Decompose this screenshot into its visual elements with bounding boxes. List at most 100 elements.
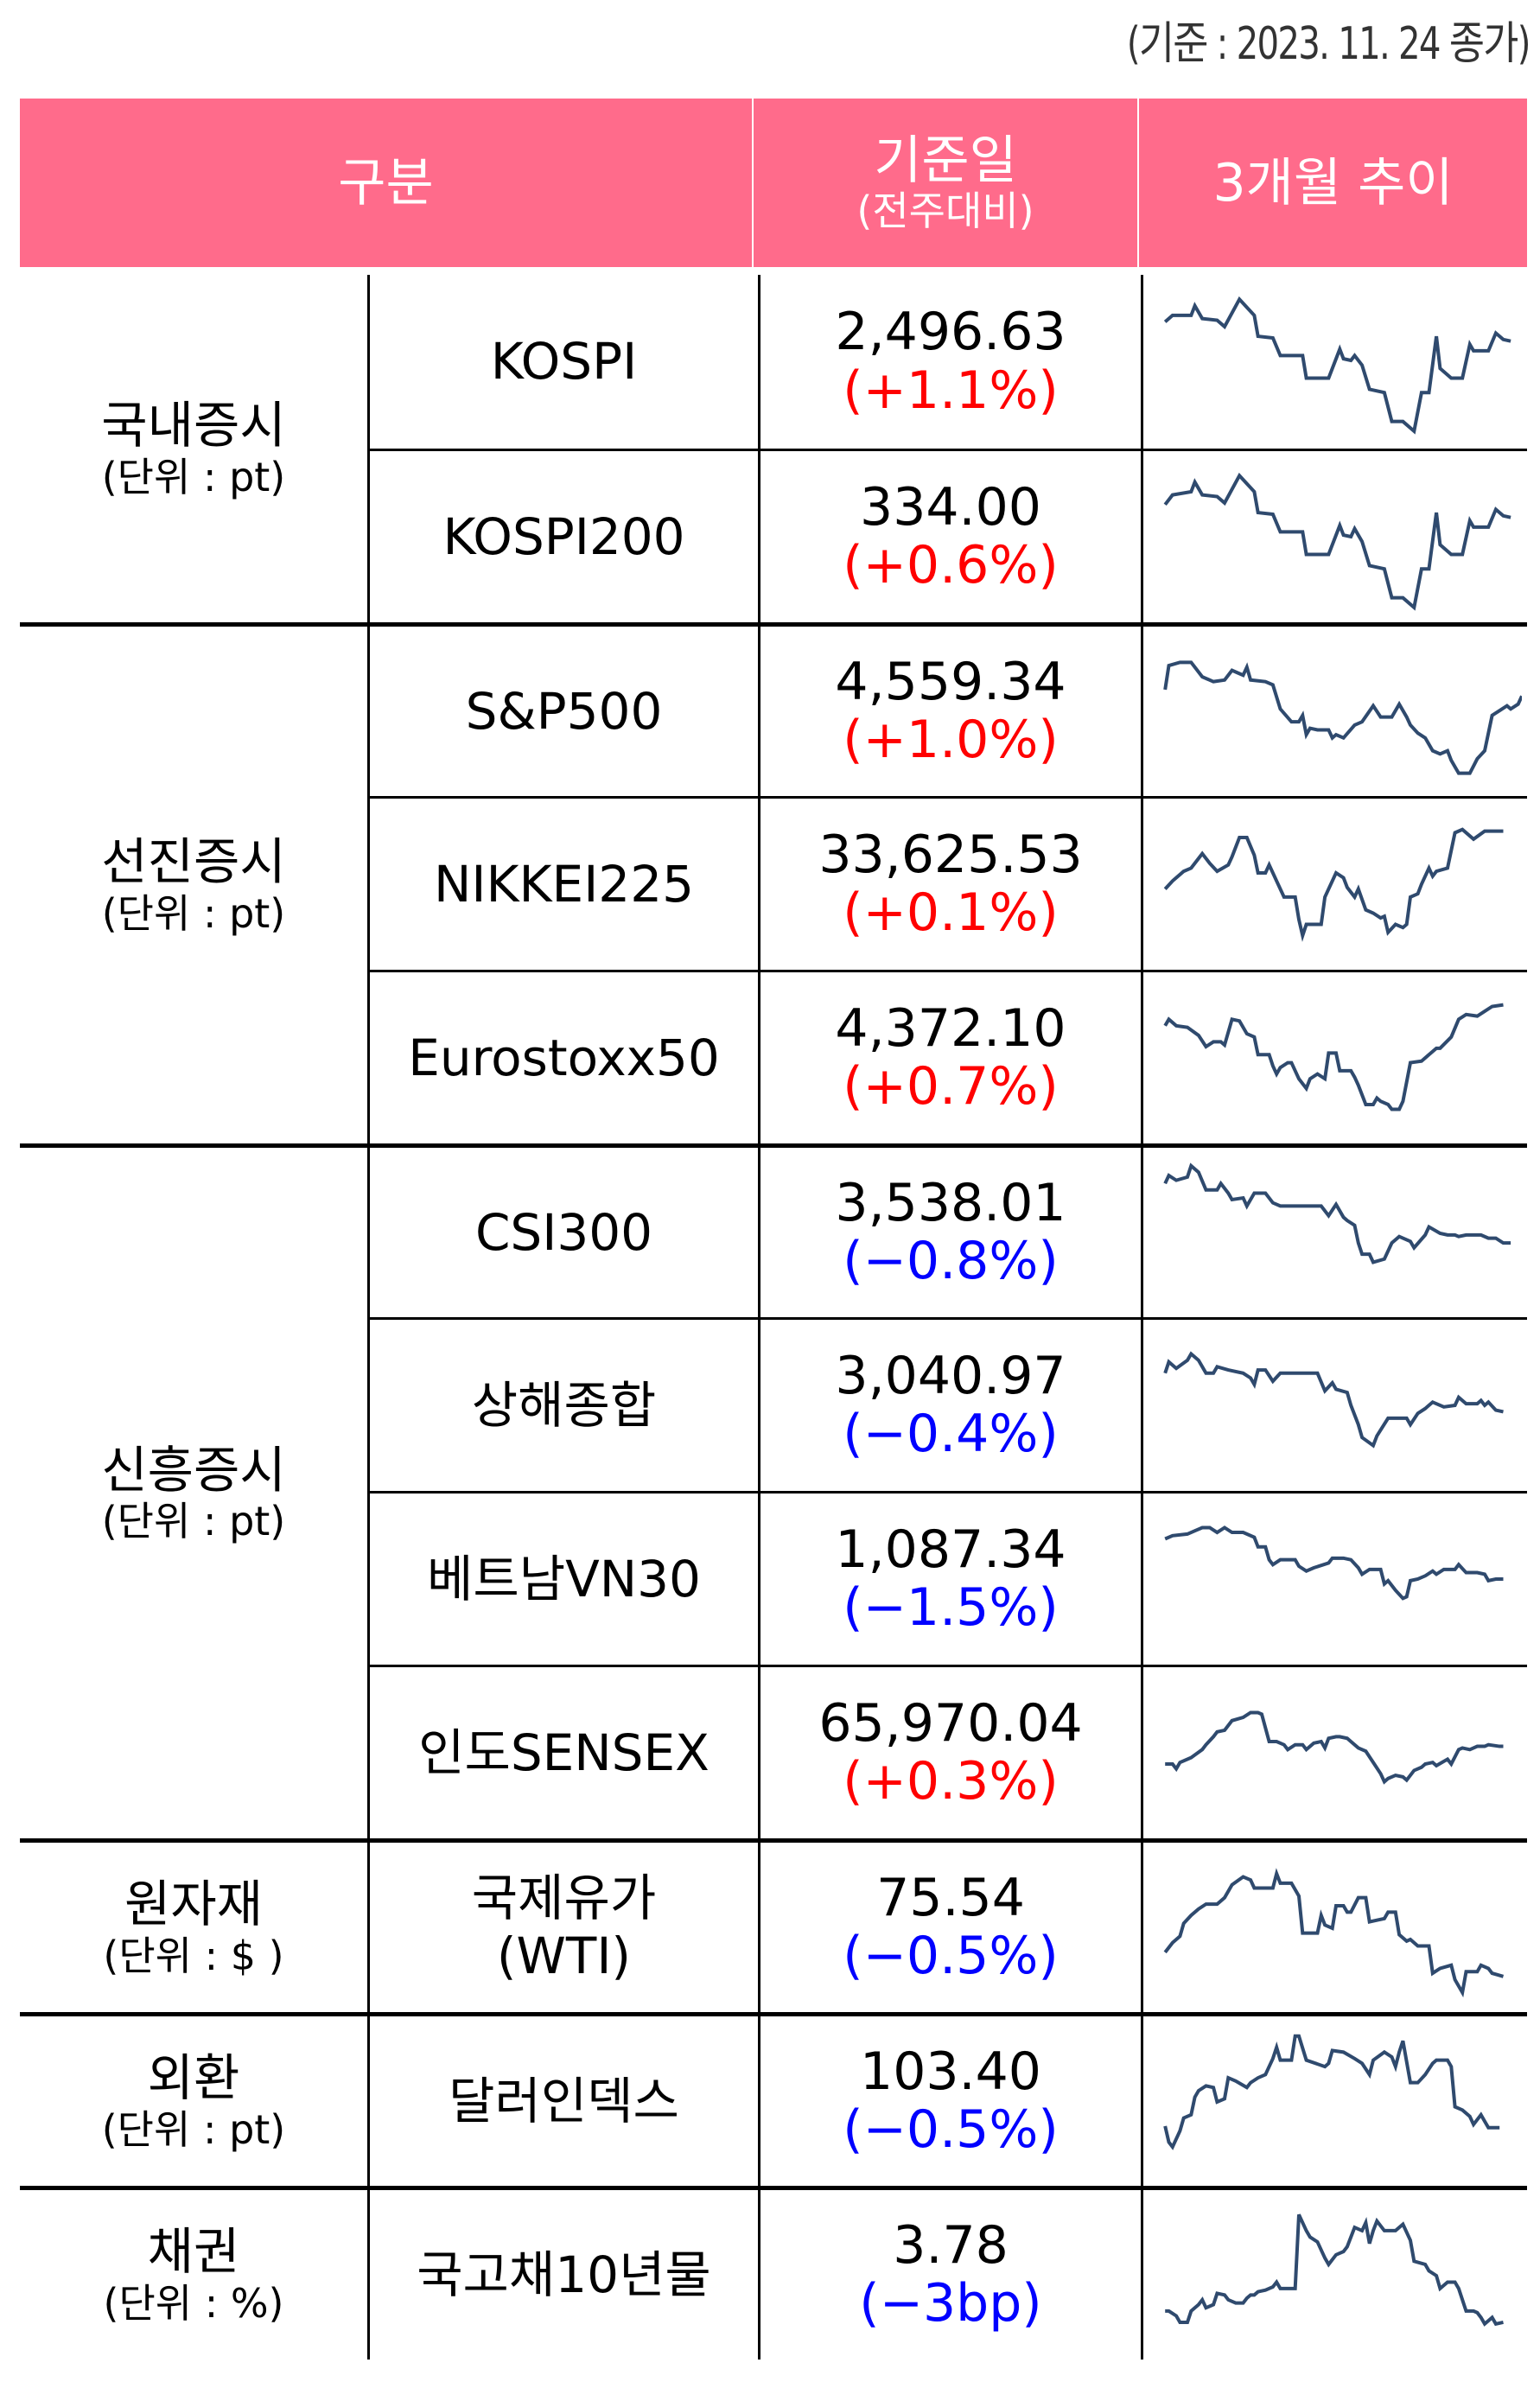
index-value: 33,625.53 [818, 824, 1083, 885]
index-name: 달러인덱스 [367, 2016, 758, 2186]
weekly-change: (−0.4%) [843, 1404, 1059, 1464]
group-domestic: 국내증시 (단위 : pt) [20, 275, 367, 622]
weekly-change: (+0.1%) [843, 882, 1059, 943]
sparkline-svg [1150, 2022, 1522, 2182]
sparkline-csi300 [1141, 1148, 1527, 1317]
group-name: 외환 [147, 2048, 240, 2108]
index-name: 인도SENSEX [367, 1667, 758, 1838]
sparkline-nikkei225 [1141, 799, 1527, 970]
index-name-text: CSI300 [474, 1202, 653, 1262]
value-cell: 3.78 (−3bp) [758, 2190, 1141, 2360]
index-name: Eurostoxx50 [367, 972, 758, 1143]
table-row-kospi: KOSPI 2,496.63 (+1.1%) [367, 275, 1527, 449]
index-value: 1,087.34 [835, 1519, 1066, 1580]
table-header: 구분 기준일 (전주대비) 3개월 추이 [20, 99, 1527, 267]
weekly-change: (+0.7%) [843, 1056, 1059, 1117]
index-name: 베트남VN30 [367, 1493, 758, 1665]
table-row-ktb10y: 국고채10년물 3.78 (−3bp) [367, 2186, 1527, 2360]
group-unit: (단위 : $ ) [103, 1932, 284, 1979]
sparkline-svg [1150, 1848, 1522, 2009]
header-value: 기준일 (전주대비) [754, 99, 1139, 267]
index-name: S&P500 [367, 627, 758, 796]
value-cell: 33,625.53 (+0.1%) [758, 799, 1141, 970]
index-name-text: 상해종합 [471, 1375, 657, 1435]
group-unit: (단위 : pt) [101, 889, 286, 937]
group-emerging: 신흥증시 (단위 : pt) [20, 1143, 367, 1838]
sparkline-sensex [1141, 1667, 1527, 1838]
group-name: 채권 [147, 2222, 240, 2282]
value-cell: 2,496.63 (+1.1%) [758, 275, 1141, 449]
index-name-text: S&P500 [465, 681, 663, 741]
index-name: 국제유가 (WTI) [367, 1843, 758, 2012]
sparkline-dollar-index [1141, 2016, 1527, 2186]
group-unit: (단위 : pt) [101, 453, 286, 500]
sparkline-kospi200 [1141, 451, 1527, 622]
sparkline-svg [1150, 804, 1522, 965]
value-cell: 103.40 (−0.5%) [758, 2016, 1141, 2186]
table-row-sensex: 인도SENSEX 65,970.04 (+0.3%) [367, 1665, 1527, 1838]
table-row-sp500: S&P500 4,559.34 (+1.0%) [367, 622, 1527, 796]
group-unit: (단위 : %) [103, 2279, 284, 2327]
index-name-text: KOSPI [490, 332, 638, 392]
value-cell: 75.54 (−0.5%) [758, 1843, 1141, 2012]
sparkline-svg [1150, 2195, 1522, 2356]
value-cell: 4,559.34 (+1.0%) [758, 627, 1141, 796]
index-value: 3,040.97 [835, 1345, 1066, 1406]
index-value: 4,559.34 [835, 651, 1066, 712]
value-cell: 1,087.34 (−1.5%) [758, 1493, 1141, 1665]
sparkline-svg [1150, 1672, 1522, 1833]
group-fx: 외환 (단위 : pt) [20, 2012, 367, 2186]
index-name: KOSPI200 [367, 451, 758, 622]
header-value-label: 기준일 [874, 131, 1017, 192]
index-value: 334.00 [860, 476, 1041, 538]
sparkline-kospi [1141, 275, 1527, 449]
index-name-text: KOSPI200 [442, 506, 685, 566]
value-cell: 3,538.01 (−0.8%) [758, 1148, 1141, 1317]
sparkline-svg [1150, 456, 1522, 617]
index-value: 3,538.01 [835, 1172, 1066, 1233]
sparkline-svg [1150, 280, 1522, 441]
sparkline-vn30 [1141, 1493, 1527, 1665]
value-cell: 4,372.10 (+0.7%) [758, 972, 1141, 1143]
index-name-text: 인도SENSEX [418, 1723, 710, 1782]
sparkline-shanghai [1141, 1320, 1527, 1491]
sparkline-svg [1150, 978, 1522, 1138]
index-name: KOSPI [367, 275, 758, 449]
index-value: 4,372.10 [835, 997, 1066, 1059]
header-trend: 3개월 추이 [1139, 99, 1527, 267]
weekly-change: (−0.8%) [843, 1231, 1059, 1291]
table-row-kospi200: KOSPI200 334.00 (+0.6%) [367, 449, 1527, 622]
sparkline-ktb10y [1141, 2190, 1527, 2360]
table-row-eurostoxx50: Eurostoxx50 4,372.10 (+0.7%) [367, 970, 1527, 1143]
group-name: 국내증시 [101, 396, 286, 455]
weekly-change: (−3bp) [859, 2273, 1042, 2334]
table-row-nikkei225: NIKKEI225 33,625.53 (+0.1%) [367, 796, 1527, 970]
weekly-change: (−0.5%) [843, 2099, 1059, 2160]
basis-date-note: (기준 : 2023. 11. 24 종가) [1127, 18, 1531, 70]
sparkline-svg [1150, 1499, 1522, 1659]
index-value: 2,496.63 [835, 302, 1066, 363]
index-name-text: 국고채10년물 [417, 2245, 711, 2304]
sparkline-svg [1150, 1325, 1522, 1486]
group-unit: (단위 : pt) [101, 2105, 286, 2153]
table-row-csi300: CSI300 3,538.01 (−0.8%) [367, 1143, 1527, 1317]
index-value: 3.78 [893, 2214, 1009, 2276]
value-cell: 65,970.04 (+0.3%) [758, 1667, 1141, 1838]
index-name-text: 국제유가 [471, 1869, 657, 1928]
index-name: CSI300 [367, 1148, 758, 1317]
weekly-change: (+0.6%) [843, 535, 1059, 595]
group-name: 신흥증시 [101, 1440, 286, 1500]
group-name: 원자재 [124, 1875, 264, 1934]
weekly-change: (+1.1%) [843, 360, 1059, 421]
index-name-text: NIKKEI225 [433, 854, 695, 914]
table-row-dollar-index: 달러인덱스 103.40 (−0.5%) [367, 2012, 1527, 2186]
group-unit: (단위 : pt) [101, 1498, 286, 1545]
header-category-label: 구분 [338, 152, 434, 213]
sparkline-svg [1150, 1153, 1522, 1314]
table-row-shanghai: 상해종합 3,040.97 (−0.4%) [367, 1317, 1527, 1491]
index-value: 75.54 [876, 1867, 1025, 1928]
group-developed: 선진증시 (단위 : pt) [20, 622, 367, 1143]
sparkline-eurostoxx50 [1141, 972, 1527, 1143]
table-row-vn30: 베트남VN30 1,087.34 (−1.5%) [367, 1491, 1527, 1665]
table-row-wti: 국제유가 (WTI) 75.54 (−0.5%) [367, 1838, 1527, 2012]
